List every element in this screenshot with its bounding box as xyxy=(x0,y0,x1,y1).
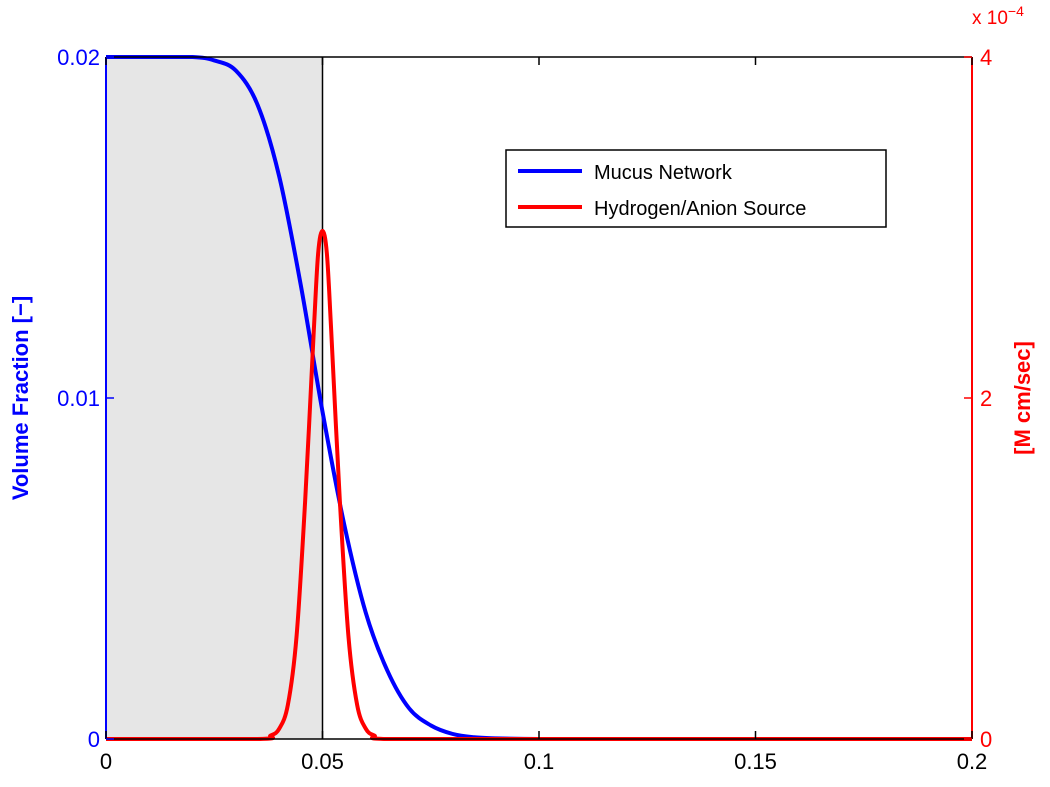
legend-box xyxy=(505,149,887,228)
y-right-multiplier: x 10−4 xyxy=(972,3,1024,29)
y-left-tick-label: 0 xyxy=(88,727,100,752)
y-right-tick-label: 4 xyxy=(980,45,992,70)
y-left-axis-label: Volume Fraction [−] xyxy=(8,296,33,500)
y-right-multiplier-exponent: −4 xyxy=(1008,3,1024,19)
x-tick-label: 0 xyxy=(100,749,112,774)
x-tick-label: 0.15 xyxy=(734,749,777,774)
y-right-tick-label: 2 xyxy=(980,386,992,411)
y-left-tick-label: 0.02 xyxy=(57,45,100,70)
legend-label-hydrogen-anion-source: Hydrogen/Anion Source xyxy=(594,198,806,220)
y-right-multiplier-base: x 10 xyxy=(972,8,1008,29)
y-left-tick-label: 0.01 xyxy=(57,386,100,411)
legend: Mucus Network Hydrogen/Anion Source xyxy=(505,149,887,228)
x-tick-label: 0.2 xyxy=(957,749,988,774)
y-right-axis-label: [M cm/sec] xyxy=(1010,341,1035,455)
y-right-tick-label: 0 xyxy=(980,727,992,752)
x-tick-label: 0.1 xyxy=(524,749,555,774)
legend-label-mucus-network: Mucus Network xyxy=(594,162,733,184)
shaded-region xyxy=(106,57,323,739)
x-tick-label: 0.05 xyxy=(301,749,344,774)
